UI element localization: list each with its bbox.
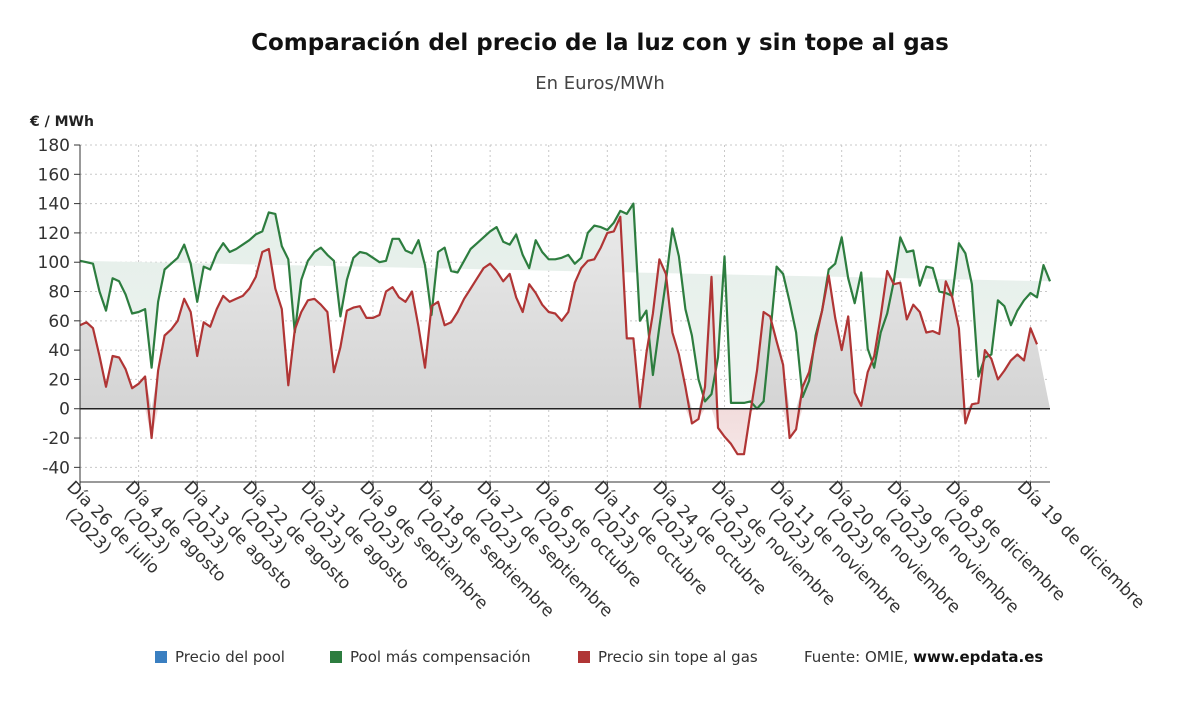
- area-sin-tope: [80, 216, 1050, 409]
- legend-label-pool: Precio del pool: [175, 648, 285, 666]
- x-tick-label-line1: Día 19 de diciembre: [1013, 477, 1149, 613]
- x-tick-labels: Día 26 de julio(2023) Día 4 de agosto(202…: [61, 477, 1149, 621]
- legend-item-sin-tope[interactable]: Precio sin tope al gas: [578, 648, 758, 666]
- y-tick-label: 140: [38, 195, 70, 215]
- series-lines: [79, 202, 1052, 456]
- y-axis-unit-label: € / MWh: [30, 114, 94, 130]
- y-tick-label: 20: [48, 370, 70, 390]
- legend-item-compensacion[interactable]: Pool más compensación: [330, 648, 531, 666]
- legend-label-compensacion: Pool más compensación: [350, 648, 531, 666]
- source-prefix: Fuente: OMIE,: [804, 648, 914, 666]
- chart-subtitle: En Euros/MWh: [535, 73, 665, 94]
- series-line-sin-tope: [79, 215, 1039, 456]
- y-tick-label: 0: [59, 400, 70, 420]
- legend: Precio del pool Pool más compensación Pr…: [0, 648, 1200, 672]
- area-negative: [80, 408, 1050, 455]
- y-tick-label: 120: [38, 224, 70, 244]
- chart-title: Comparación del precio de la luz con y s…: [251, 30, 949, 56]
- area-compensacion: [80, 203, 1050, 409]
- axes: [74, 144, 1050, 487]
- y-tick-labels: -40 -20 0 20 40 60 80 100 120 140 160 180: [38, 136, 70, 478]
- y-tick-label: 80: [48, 283, 70, 303]
- source-note: Fuente: OMIE, www.epdata.es: [804, 648, 1043, 666]
- legend-swatch-pool: [155, 651, 167, 663]
- x-tick-label: Día 19 de diciembre: [1013, 477, 1149, 613]
- legend-swatch-compensacion: [330, 651, 342, 663]
- legend-label-sin-tope: Precio sin tope al gas: [598, 648, 758, 666]
- line-chart: -40 -20 0 20 40 60 80 100 120 140 160 180 Día 26 de…: [38, 136, 1149, 621]
- legend-item-pool[interactable]: Precio del pool: [155, 648, 285, 666]
- y-tick-label: 60: [48, 312, 70, 332]
- y-tick-label: 40: [48, 341, 70, 361]
- series-line-compensacion: [79, 202, 1052, 410]
- y-tick-label: 100: [38, 253, 70, 273]
- area-fills: [80, 203, 1050, 455]
- y-tick-label: -40: [42, 458, 70, 478]
- legend-swatch-sin-tope: [578, 651, 590, 663]
- y-tick-label: 160: [38, 165, 70, 185]
- y-tick-label: -20: [42, 429, 70, 449]
- source-link[interactable]: www.epdata.es: [913, 648, 1044, 666]
- y-tick-label: 180: [38, 136, 70, 156]
